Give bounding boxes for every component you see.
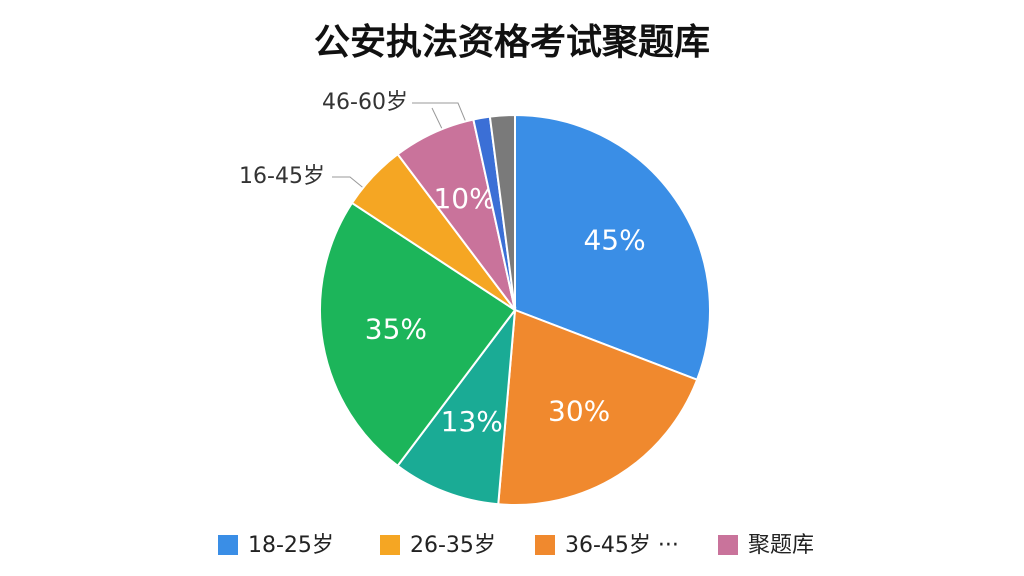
pie-slice: [319, 201, 517, 468]
pie-slice: [488, 113, 516, 311]
legend-swatch: [218, 535, 238, 555]
legend-label: 聚题库: [748, 533, 814, 558]
legend-swatch: [380, 535, 400, 555]
slice-label: 45%: [583, 223, 645, 256]
legend-label: 18-25岁: [248, 533, 334, 558]
pie: 45% 30% 13% 35% 10%: [319, 113, 711, 506]
legend-swatch: [718, 535, 738, 555]
legend-label: 36-45岁 ···: [565, 533, 679, 558]
slice-label: 10%: [433, 182, 495, 215]
chart-title: 公安执法资格考试聚题库: [314, 22, 710, 63]
pie-slice: [396, 306, 517, 506]
slice-label: 13%: [441, 405, 503, 438]
legend: 18-25岁 26-35岁 36-45岁 ··· 聚题库: [218, 533, 814, 558]
callout-label: 16-45岁: [239, 164, 325, 189]
legend-label: 26-35岁: [410, 533, 496, 558]
callout-label: 46-60岁: [322, 90, 408, 115]
slice-label: 35%: [365, 313, 427, 346]
pie-slice: [514, 113, 711, 382]
slice-label: 30%: [548, 394, 610, 427]
pie-slice: [497, 308, 699, 506]
legend-swatch: [535, 535, 555, 555]
